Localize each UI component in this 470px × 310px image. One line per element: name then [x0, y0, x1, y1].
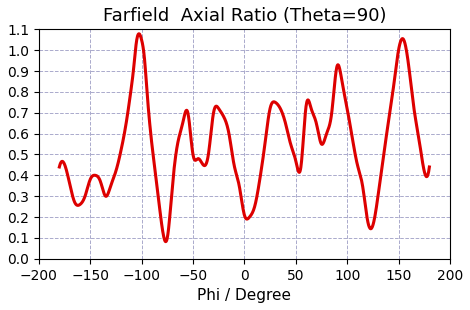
Title: Farfield  Axial Ratio (Theta=90): Farfield Axial Ratio (Theta=90): [102, 7, 386, 25]
X-axis label: Phi / Degree: Phi / Degree: [197, 288, 291, 303]
